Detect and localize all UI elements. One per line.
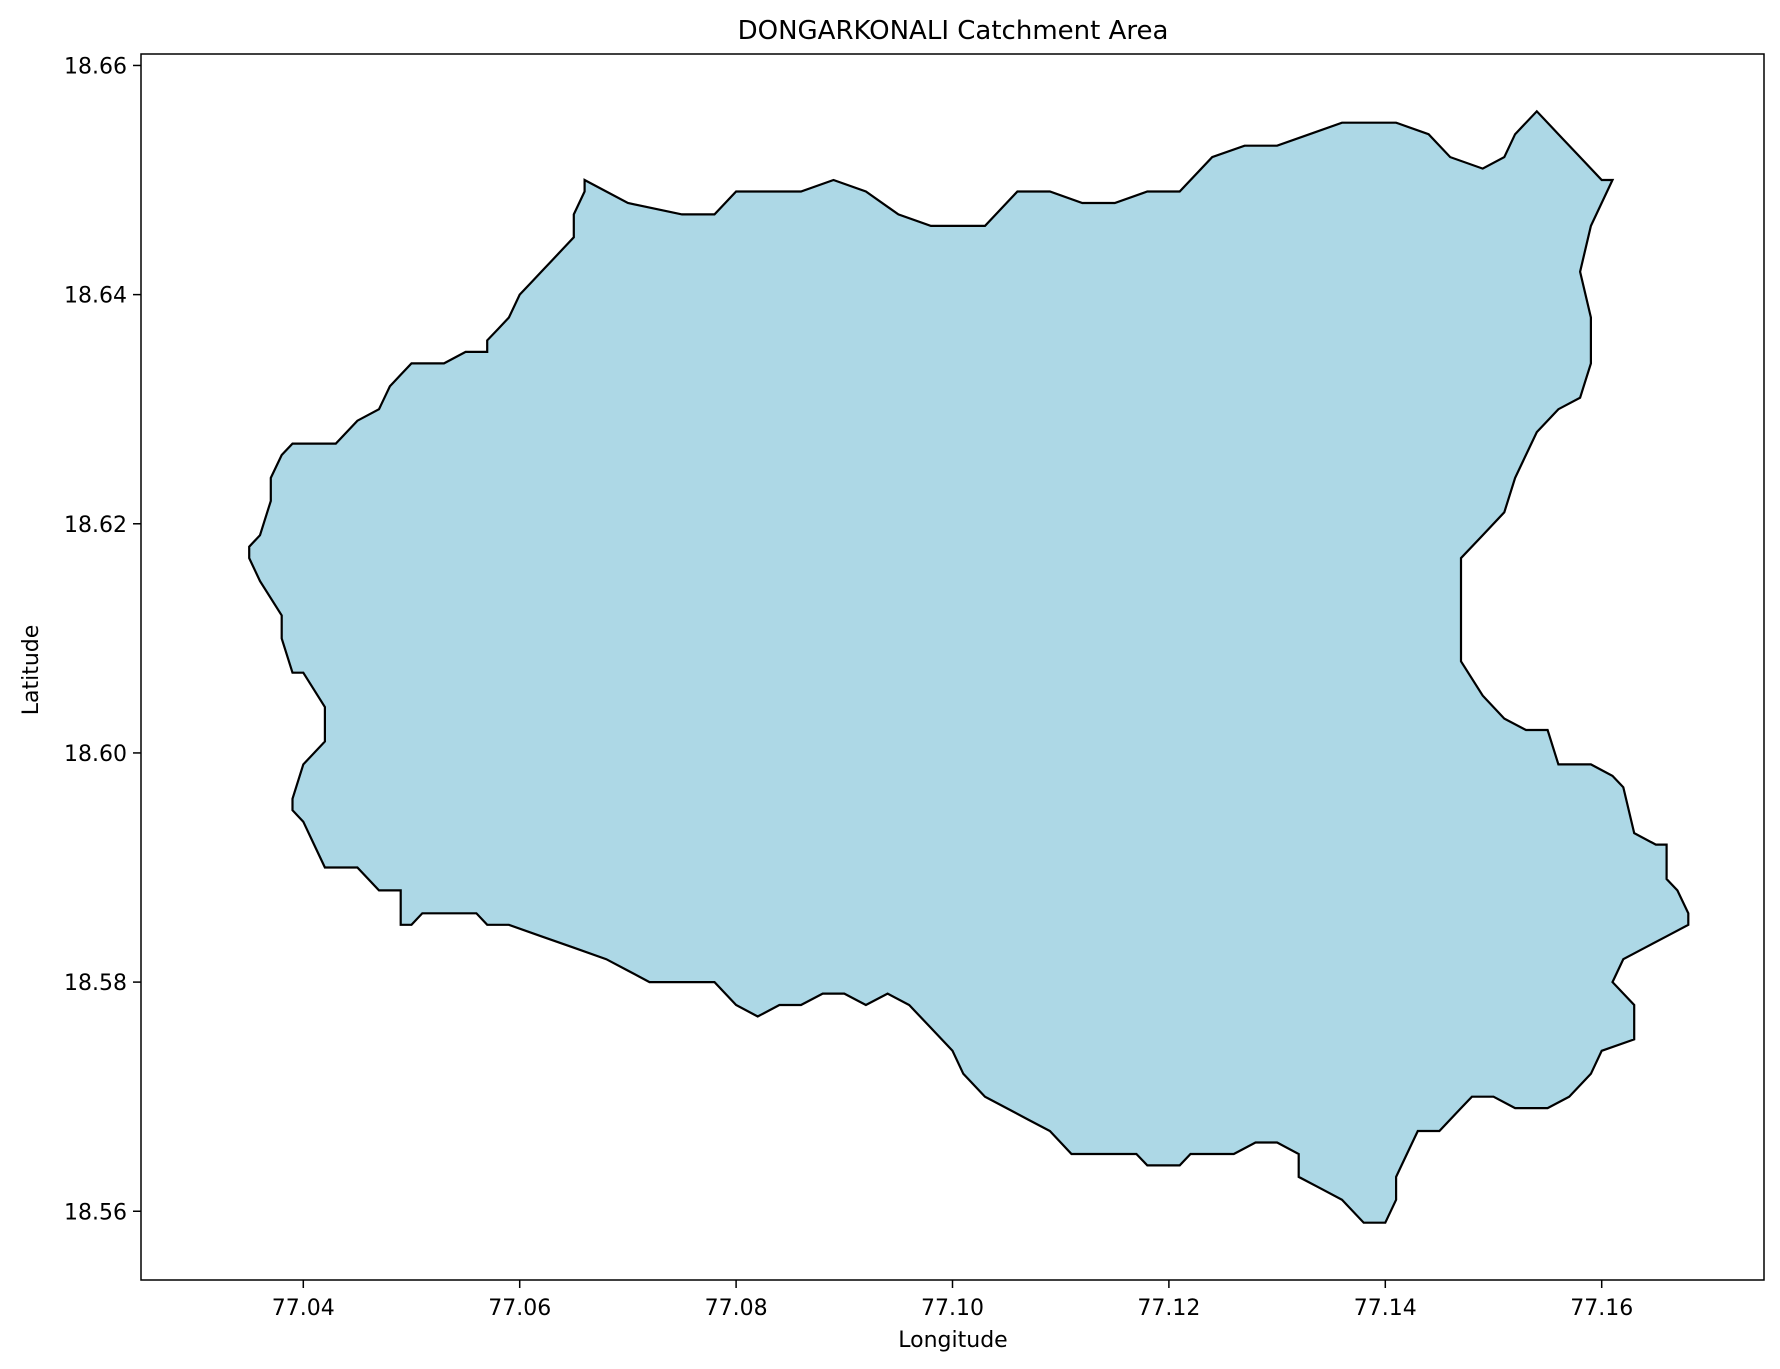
x-axis: 77.04 77.06 77.08 77.10 77.12 77.14 77.16 <box>272 1280 1633 1321</box>
x-tick-label: 77.10 <box>921 1296 984 1321</box>
y-tick-label: 18.58 <box>64 971 127 996</box>
x-axis-title: Longitude <box>898 1328 1007 1353</box>
x-tick-label: 77.16 <box>1570 1296 1633 1321</box>
x-tick-label: 77.04 <box>272 1296 335 1321</box>
x-tick-label: 77.06 <box>488 1296 551 1321</box>
y-tick-label: 18.56 <box>64 1200 127 1225</box>
y-tick-label: 18.60 <box>64 742 127 767</box>
x-tick-label: 77.08 <box>705 1296 768 1321</box>
y-tick-label: 18.62 <box>64 513 127 538</box>
y-tick-label: 18.64 <box>64 284 127 309</box>
chart-title: DONGARKONALI Catchment Area <box>738 16 1169 46</box>
catchment-polygon <box>248 109 1690 1224</box>
y-axis: 18.56 18.58 18.60 18.62 18.64 18.66 <box>64 54 141 1225</box>
x-tick-label: 77.12 <box>1137 1296 1200 1321</box>
x-tick-label: 77.14 <box>1354 1296 1417 1321</box>
y-axis-title: Latitude <box>19 625 44 716</box>
y-tick-label: 18.66 <box>64 54 127 79</box>
